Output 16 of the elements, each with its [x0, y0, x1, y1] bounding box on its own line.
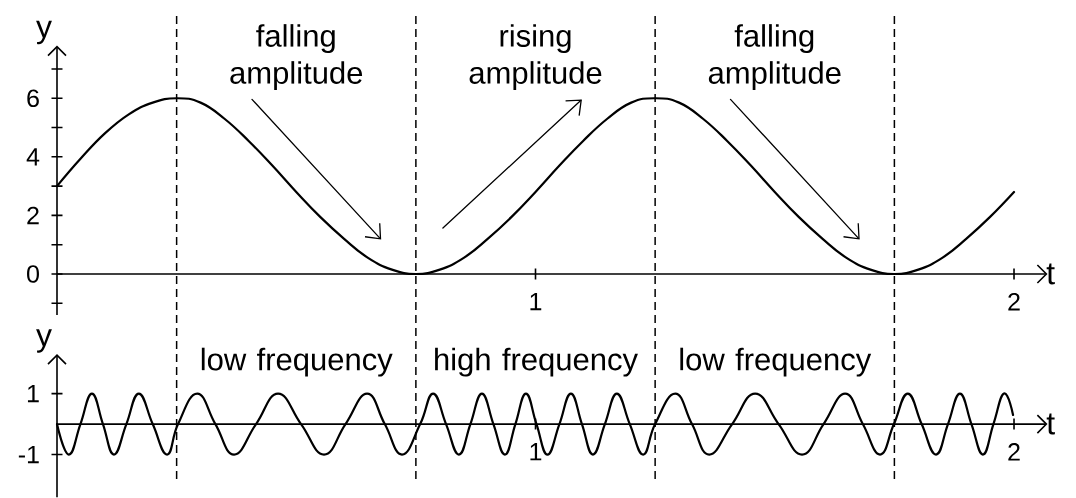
- y-tick-label: 6: [27, 89, 39, 108]
- y-tick-label: 0: [27, 265, 39, 283]
- annotation: falling amplitude: [230, 24, 363, 91]
- y-tick-label: 2: [27, 206, 39, 225]
- annotation: rising amplitude: [469, 24, 602, 91]
- x-axis-title: t: [1046, 413, 1055, 435]
- annotation: falling amplitude: [708, 24, 841, 91]
- y-axis-title: y: [36, 20, 52, 45]
- y-tick-label: 1: [27, 385, 39, 403]
- annotation: high frequency: [435, 347, 638, 377]
- y-tick-label: 4: [26, 148, 40, 166]
- y-axis-title: y: [36, 329, 52, 353]
- y-tick-label: -1: [18, 445, 39, 464]
- annotation: low frequency: [201, 347, 393, 377]
- annotation: low frequency: [680, 347, 872, 377]
- x-axis-title: t: [1046, 263, 1055, 285]
